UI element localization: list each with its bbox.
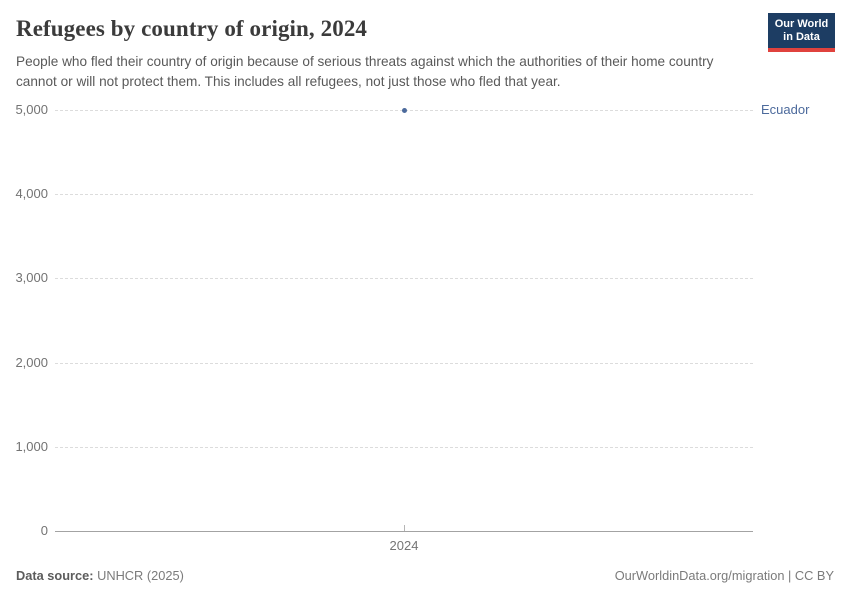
gridline-2000 bbox=[55, 362, 753, 364]
owid-logo-line2: in Data bbox=[783, 30, 820, 43]
data-source-note: Data source: UNHCR (2025) bbox=[16, 568, 184, 583]
ytick-label-1000: 1,000 bbox=[15, 438, 48, 454]
ytick-label-2000: 2,000 bbox=[15, 354, 48, 370]
series-label-ecuador[interactable]: Ecuador bbox=[761, 102, 810, 117]
chart-subtitle: People who fled their country of origin … bbox=[16, 54, 714, 89]
data-source-value: UNHCR (2025) bbox=[93, 568, 184, 583]
ytick-label-4000: 4,000 bbox=[15, 186, 48, 202]
page-title: Refugees by country of origin, 2024 bbox=[16, 16, 368, 41]
gridline-3000 bbox=[55, 278, 753, 280]
chart-footer: Data source: UNHCR (2025) OurWorldinData… bbox=[16, 568, 834, 583]
data-source-label: Data source: bbox=[16, 568, 94, 583]
footer-attribution: OurWorldinData.org/migration | CC BY bbox=[614, 568, 834, 583]
ytick-label-3000: 3,000 bbox=[15, 270, 48, 286]
data-point-ecuador[interactable] bbox=[401, 107, 407, 113]
ytick-label-5000: 5,000 bbox=[15, 102, 48, 117]
gridline-1000 bbox=[55, 446, 753, 448]
owid-logo-line1: Our World bbox=[774, 17, 829, 30]
xtick-label-2024: 2024 bbox=[389, 538, 419, 553]
xtick-2024 bbox=[404, 525, 405, 531]
gridline-4000 bbox=[55, 194, 753, 196]
ytick-label-0: 0 bbox=[40, 523, 48, 538]
owid-logo[interactable]: Our World in Data bbox=[768, 13, 835, 52]
x-axis-line bbox=[55, 531, 753, 532]
